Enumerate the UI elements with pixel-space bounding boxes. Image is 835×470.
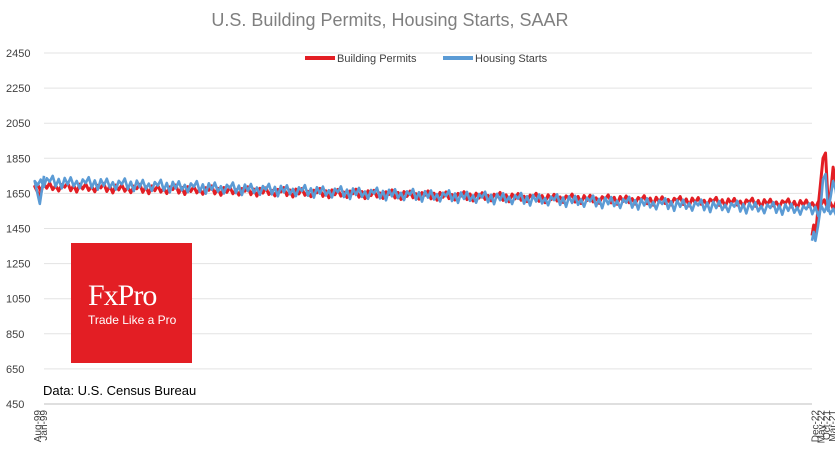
y-tick-label: 1450 (6, 224, 30, 236)
legend-label: Housing Starts (475, 53, 548, 65)
legend-label: Building Permits (337, 53, 417, 65)
y-tick-label: 1050 (6, 294, 30, 306)
source-note: Data: U.S. Census Bureau (43, 383, 197, 398)
y-tick-label: 1850 (6, 153, 30, 165)
x-tick-label: May-22 (816, 410, 827, 444)
y-tick-label: 2050 (6, 118, 30, 130)
x-axis-ticks: Jan-99Aug-99Mar-00Oct-00May-01Dec-01Jul-… (33, 403, 835, 444)
logo-tagline: Trade Like a Pro (88, 313, 177, 327)
y-axis-ticks: 450 650 850 1050 1250 1450 1650 1850 2050 2250 245… (6, 48, 30, 411)
legend: Building Permits Housing Starts (305, 53, 548, 65)
x-tick-label: Dec-22 (810, 410, 821, 443)
y-tick-label: 450 (6, 399, 24, 411)
chart-title: U.S. Building Permits, Housing Starts, S… (211, 10, 568, 30)
series-lines (33, 151, 835, 243)
y-tick-label: 2250 (6, 83, 30, 95)
x-tick-label: Aug-99 (33, 410, 44, 443)
x-tick-label: Mar-21 (828, 410, 835, 442)
series-line-housing-starts (33, 172, 835, 243)
y-tick-label: 2450 (6, 48, 30, 60)
fxpro-logo: FxPro Trade Like a Pro (71, 243, 192, 363)
y-tick-label: 1250 (6, 259, 30, 271)
y-tick-label: 650 (6, 364, 24, 376)
x-tick-label: Oct-21 (822, 410, 833, 440)
x-tick-label: Jan-99 (39, 410, 50, 441)
y-tick-label: 1650 (6, 188, 30, 200)
logo-name: FxPro (88, 279, 157, 312)
y-tick-label: 850 (6, 329, 24, 341)
